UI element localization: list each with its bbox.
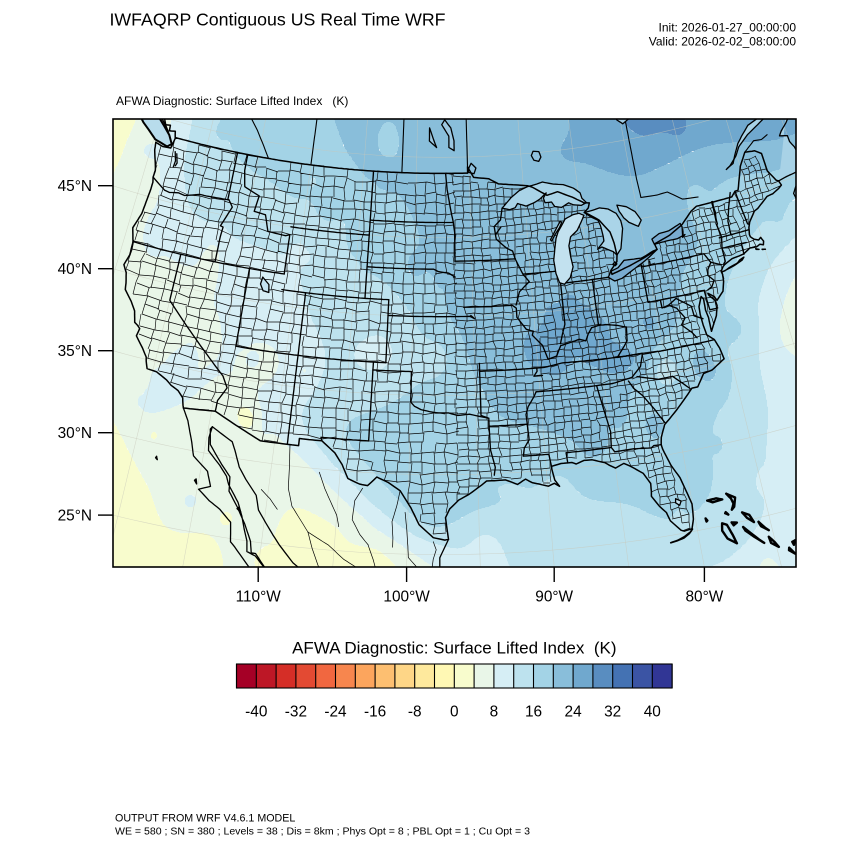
svg-text:25°N: 25°N [58,508,92,525]
svg-text:-40: -40 [245,704,267,721]
svg-text:OUTPUT FROM WRF V4.6.1 MODEL: OUTPUT FROM WRF V4.6.1 MODEL [115,813,295,825]
svg-text:Init: 2026-01-27_00:00:00: Init: 2026-01-27_00:00:00 [659,21,797,35]
svg-text:45°N: 45°N [58,178,92,195]
svg-text:IWFAQRP Contiguous US Real Tim: IWFAQRP Contiguous US Real Time WRF [110,10,446,30]
svg-text:-8: -8 [408,704,422,721]
svg-text:WE = 580 ; SN = 380 ; Levels =: WE = 580 ; SN = 380 ; Levels = 38 ; Dis … [115,826,530,838]
svg-text:32: 32 [604,704,621,721]
svg-text:80°W: 80°W [685,589,723,606]
svg-text:Valid: 2026-02-02_08:00:00: Valid: 2026-02-02_08:00:00 [649,35,797,49]
svg-text:35°N: 35°N [58,343,92,360]
svg-text:40°N: 40°N [58,261,92,278]
svg-text:8: 8 [490,704,499,721]
svg-text:24: 24 [565,704,583,721]
svg-text:30°N: 30°N [58,425,92,442]
svg-text:AFWA Diagnostic: Surface Lifte: AFWA Diagnostic: Surface Lifted Index (K… [292,639,616,658]
svg-text:-24: -24 [324,704,347,721]
svg-text:AFWA Diagnostic: Surface Lifte: AFWA Diagnostic: Surface Lifted Index (K… [116,94,348,108]
svg-text:90°W: 90°W [535,589,573,606]
svg-text:16: 16 [525,704,542,721]
svg-text:0: 0 [450,704,459,721]
svg-text:-16: -16 [364,704,386,721]
svg-text:100°W: 100°W [383,589,430,606]
svg-text:110°W: 110°W [236,589,282,606]
svg-text:40: 40 [644,704,661,721]
svg-text:-32: -32 [285,704,307,721]
